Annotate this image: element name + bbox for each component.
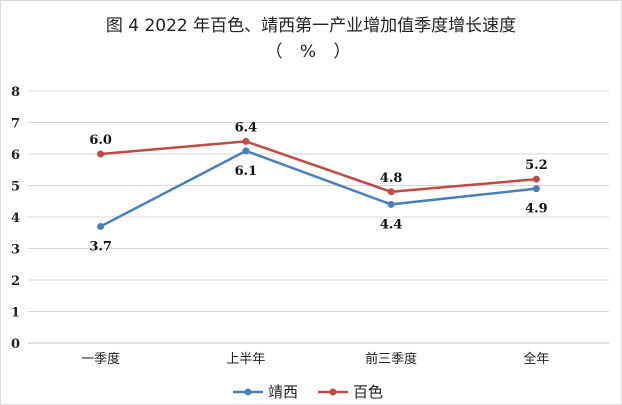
series-line-jingxi (100, 149, 537, 228)
data-label: 4.8 (380, 171, 403, 186)
data-label: 6.1 (235, 164, 258, 179)
data-point (97, 222, 105, 230)
legend: 靖西 百色 (233, 383, 383, 401)
y-tick-label: 0 (11, 337, 20, 352)
data-point (387, 200, 395, 208)
legend-label: 靖西 (268, 383, 298, 401)
x-tick-label: 前三季度 (365, 351, 417, 367)
data-point (387, 188, 395, 196)
legend-marker (329, 388, 337, 396)
data-label: 6.4 (235, 120, 258, 135)
y-tick-label: 1 (11, 306, 20, 321)
y-tick-label: 6 (11, 148, 20, 163)
axis-layer: 0 1 2 3 4 5 6 7 8 一季度 上半年 前三季度 全年 (11, 85, 609, 367)
data-label: 3.7 (89, 239, 112, 254)
series-line-baise (100, 140, 537, 194)
data-point (532, 185, 540, 193)
data-label: 4.9 (525, 202, 548, 217)
data-point (97, 150, 105, 158)
y-tick-label: 2 (11, 274, 20, 289)
x-tick-label: 上半年 (226, 352, 265, 367)
label-layer: 3.7 6.1 4.4 4.9 6.0 6.4 4.8 5.2 (89, 120, 547, 254)
y-tick-label: 7 (11, 117, 20, 132)
data-point (242, 137, 250, 145)
y-tick-label: 8 (11, 85, 20, 100)
y-tick-label: 4 (11, 211, 20, 226)
legend-item: 靖西 (233, 383, 298, 401)
legend-item: 百色 (318, 383, 383, 401)
chart-title: 图 4 2022 年百色、靖西第一产业增加值季度增长速度 (105, 16, 517, 36)
x-tick-label: 一季度 (81, 351, 120, 367)
chart-subtitle: （ % ） (265, 42, 357, 62)
data-label: 6.0 (89, 133, 112, 148)
series-layer (97, 137, 540, 230)
legend-label: 百色 (353, 383, 383, 401)
data-point (242, 147, 250, 155)
legend-marker (244, 388, 252, 396)
y-tick-label: 3 (11, 243, 20, 258)
data-label: 5.2 (525, 158, 548, 173)
data-point (532, 175, 540, 183)
y-tick-label: 5 (11, 180, 20, 195)
x-tick-label: 全年 (523, 351, 549, 367)
grid-layer (28, 90, 609, 312)
data-label: 4.4 (380, 217, 403, 232)
